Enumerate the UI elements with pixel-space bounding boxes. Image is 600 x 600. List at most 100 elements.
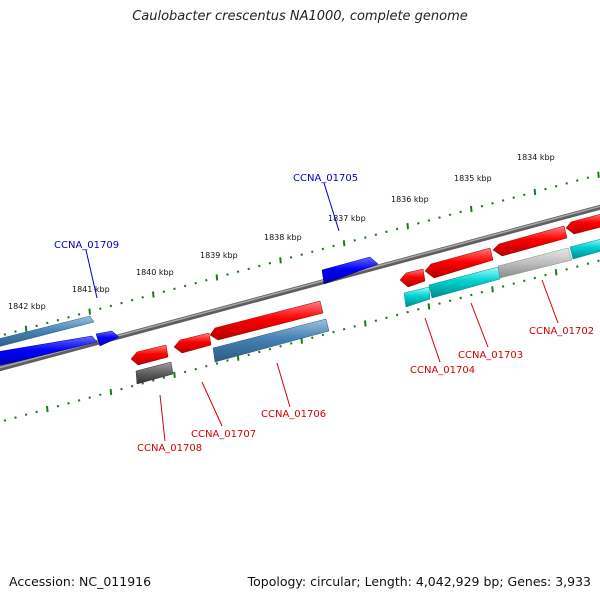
major-tick — [533, 188, 537, 196]
minor-tick — [332, 330, 335, 334]
accession-text: Accession: NC_011916 — [9, 574, 152, 589]
minor-tick — [247, 267, 250, 271]
minor-tick — [194, 367, 197, 371]
minor-tick — [56, 404, 60, 408]
map-title: Caulobacter crescentus NA1000, complete … — [132, 9, 468, 24]
gene-feature[interactable] — [565, 213, 600, 235]
minor-tick — [35, 410, 38, 414]
minor-tick — [130, 298, 134, 302]
gene-feature[interactable] — [403, 286, 431, 308]
minor-tick — [183, 284, 187, 288]
gene-feature[interactable] — [0, 335, 98, 368]
tick-label-1841: 1841 kbp — [72, 285, 110, 294]
minor-tick — [459, 210, 462, 214]
gene-ccna-01704[interactable] — [399, 268, 426, 288]
gene-ccna-01703[interactable] — [424, 247, 494, 279]
tick-label-1837: 1837 kbp — [328, 214, 366, 223]
minor-tick — [406, 310, 409, 314]
gene-feature[interactable] — [95, 330, 120, 347]
minor-tick — [448, 213, 452, 217]
minor-tick — [289, 256, 293, 259]
minor-tick — [24, 413, 28, 417]
minor-tick — [205, 278, 208, 282]
gene-label-ccna-01708[interactable]: CCNA_01708 — [137, 443, 202, 454]
minor-tick — [77, 399, 81, 402]
minor-tick — [395, 227, 399, 231]
scale-inner-ticks — [3, 259, 600, 422]
major-tick — [406, 223, 409, 230]
gene-ccna-01705[interactable] — [321, 256, 379, 285]
gene-label-ccna-01707[interactable]: CCNA_01707 — [191, 429, 256, 440]
minor-tick — [597, 259, 600, 263]
minor-tick — [491, 202, 494, 205]
minor-tick — [480, 204, 484, 208]
minor-tick — [77, 313, 81, 316]
minor-tick — [395, 313, 399, 317]
scale-outer-ticks — [3, 171, 600, 336]
tick-label-1842: 1842 kbp — [8, 302, 46, 311]
minor-tick — [565, 268, 568, 271]
callout-lines — [85, 182, 559, 442]
gene-label-ccna-01706[interactable]: CCNA_01706 — [261, 409, 326, 420]
minor-tick — [162, 376, 166, 379]
gene-ccna-01707[interactable] — [173, 332, 212, 354]
minor-tick — [417, 221, 420, 225]
minor-tick — [205, 364, 208, 368]
gene-feature[interactable] — [569, 238, 600, 260]
minor-tick — [300, 253, 303, 256]
gene-label-ccna-01702[interactable]: CCNA_01702 — [529, 326, 594, 337]
minor-tick — [3, 419, 7, 422]
minor-tick — [342, 327, 346, 331]
gene-feature[interactable] — [428, 266, 501, 299]
minor-tick — [374, 319, 378, 322]
major-tick — [364, 320, 367, 327]
major-tick — [470, 205, 473, 213]
minor-tick — [279, 345, 282, 348]
minor-tick — [311, 250, 314, 254]
gene-feature[interactable] — [135, 361, 174, 385]
tick-label-1838: 1838 kbp — [264, 233, 302, 242]
gene-feature[interactable] — [0, 315, 95, 349]
tick-label-1839: 1839 kbp — [200, 251, 238, 260]
minor-tick — [183, 370, 187, 374]
minor-tick — [14, 416, 17, 419]
gene-label-ccna-01704[interactable]: CCNA_01704 — [410, 365, 475, 376]
minor-tick — [353, 325, 356, 328]
gene-ccna-01708[interactable] — [130, 344, 169, 366]
gene-label-ccna-01705[interactable]: CCNA_01705 — [293, 173, 358, 184]
minor-tick — [56, 318, 60, 322]
major-tick — [88, 308, 91, 315]
tick-label-1840: 1840 kbp — [136, 268, 174, 277]
minor-tick — [417, 307, 420, 311]
minor-tick — [258, 350, 261, 354]
gene-ccna-01702[interactable] — [492, 225, 568, 257]
minor-tick — [120, 387, 123, 391]
minor-tick — [247, 353, 250, 357]
tick-label-1835: 1835 kbp — [454, 174, 492, 183]
minor-tick — [321, 333, 325, 337]
minor-tick — [67, 316, 70, 319]
minor-tick — [459, 296, 462, 300]
minor-tick — [173, 287, 176, 291]
minor-tick — [120, 301, 123, 305]
major-tick — [152, 291, 155, 298]
minor-tick — [480, 290, 484, 294]
minor-tick — [268, 261, 272, 265]
minor-tick — [215, 362, 219, 365]
gene-label-ccna-01709[interactable]: CCNA_01709 — [54, 240, 119, 251]
minor-tick — [194, 281, 197, 285]
minor-tick — [470, 293, 473, 297]
minor-tick — [501, 285, 505, 288]
reverse-strand-genes — [130, 213, 600, 385]
gene-feature[interactable] — [497, 247, 573, 279]
minor-tick — [332, 244, 335, 248]
minor-tick — [438, 216, 441, 219]
minor-tick — [501, 199, 505, 202]
gene-feature[interactable] — [212, 318, 330, 363]
minor-tick — [427, 219, 431, 222]
gene-ccna-01706[interactable] — [209, 300, 324, 341]
gene-label-ccna-01703[interactable]: CCNA_01703 — [458, 350, 523, 361]
forward-strand-genes — [0, 256, 379, 368]
minor-tick — [141, 296, 144, 299]
